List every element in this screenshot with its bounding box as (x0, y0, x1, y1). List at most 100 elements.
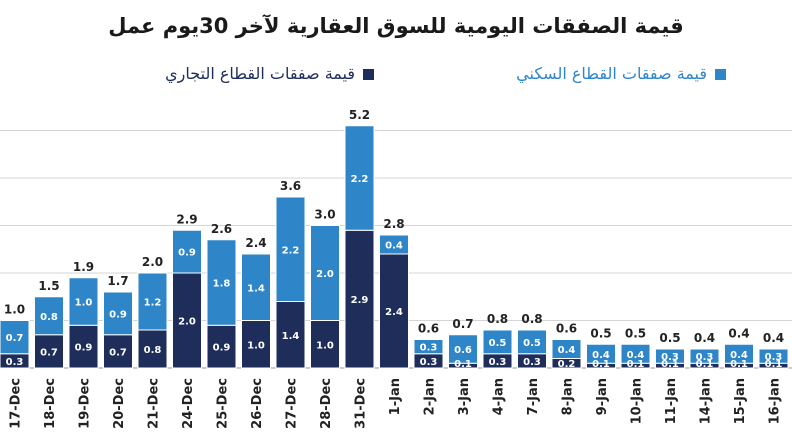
data-label-total: 0.4 (694, 331, 715, 345)
bar-residential (655, 348, 685, 364)
data-label-residential: 0.5 (523, 338, 541, 349)
chart-title: قيمة الصفقات اليومية للسوق العقارية لآخر… (108, 14, 684, 38)
bar-residential (620, 343, 651, 364)
data-label-residential: 0.3 (661, 352, 679, 363)
x-tick-label: 4-Jan (492, 378, 507, 415)
data-label-commercial: 0.7 (109, 347, 127, 358)
data-label-residential: 0.3 (420, 343, 438, 354)
bar-commercial (275, 301, 306, 369)
data-label-commercial: 0.1 (730, 359, 748, 370)
bar-residential (758, 348, 789, 364)
data-label-residential: 0.5 (489, 338, 507, 349)
x-tick-label: 14-Jan (699, 378, 714, 424)
bar-residential (689, 348, 720, 364)
data-label-residential: 2.2 (351, 174, 369, 185)
bar-residential (137, 272, 168, 331)
data-label-total: 1.5 (38, 279, 59, 293)
x-tick-label: 8-Jan (561, 378, 576, 415)
data-label-residential: 1.2 (144, 298, 162, 309)
x-tick-label: 10-Jan (630, 378, 645, 424)
bar-commercial (206, 324, 237, 369)
x-tick-label: 20-Dec (112, 378, 127, 429)
data-label-commercial: 0.2 (558, 359, 576, 370)
data-label-total: 3.0 (314, 208, 335, 222)
data-label-residential: 0.7 (6, 333, 24, 344)
x-tick-label: 19-Dec (78, 378, 93, 429)
data-label-commercial: 0.1 (696, 359, 714, 370)
data-label-residential: 1.8 (213, 279, 231, 290)
data-label-total: 0.4 (763, 331, 784, 345)
data-label-residential: 0.4 (385, 241, 403, 252)
bar-commercial (344, 229, 375, 369)
data-label-commercial: 0.3 (489, 357, 507, 368)
bar-residential (482, 329, 513, 355)
x-tick-label: 18-Dec (43, 378, 58, 429)
data-label-residential: 2.0 (316, 269, 334, 280)
x-tick-label: 9-Jan (595, 378, 610, 415)
data-label-total: 1.0 (4, 303, 25, 317)
bar-commercial (241, 320, 271, 369)
data-label-total: 0.7 (452, 317, 473, 331)
bar-residential (103, 291, 133, 336)
data-label-commercial: 0.1 (765, 359, 783, 370)
bar-residential (413, 339, 444, 355)
data-label-total: 2.0 (142, 255, 163, 269)
data-label-commercial: 0.1 (592, 359, 610, 370)
data-label-commercial: 0.3 (420, 357, 438, 368)
x-tick-label: 1-Jan (388, 378, 403, 415)
data-label-total: 2.6 (211, 222, 232, 236)
x-tick-label: 11-Jan (664, 378, 679, 424)
bar-residential (310, 225, 340, 321)
data-label-total: 0.8 (521, 312, 542, 326)
bar-residential (724, 343, 754, 364)
x-tick-label: 15-Jan (733, 378, 748, 424)
x-tick-label: 16-Jan (768, 378, 783, 424)
bar-residential (172, 229, 202, 274)
data-label-total: 0.4 (728, 326, 749, 340)
bar-residential (0, 320, 30, 355)
data-label-commercial: 0.1 (454, 359, 472, 370)
data-label-commercial: 0.1 (661, 359, 679, 370)
x-tick-label: 25-Dec (216, 378, 231, 429)
bar-commercial (310, 320, 340, 369)
x-tick-label: 21-Dec (147, 378, 162, 429)
data-label-commercial: 0.8 (144, 345, 162, 356)
legend-swatch-commercial (363, 69, 374, 80)
bar-commercial (379, 253, 409, 369)
data-label-commercial: 0.3 (6, 357, 24, 368)
legend-label-residential: قيمة صفقات القطاع السكني (516, 64, 707, 83)
data-label-total: 3.6 (280, 179, 301, 193)
data-label-commercial: 1.4 (282, 331, 300, 342)
legend-label-commercial: قيمة صفقات القطاع التجاري (165, 64, 355, 83)
data-label-commercial: 0.1 (627, 359, 645, 370)
data-label-total: 0.5 (659, 331, 680, 345)
data-label-commercial: 2.0 (178, 317, 196, 328)
x-tick-label: 24-Dec (181, 378, 196, 429)
x-tick-label: 27-Dec (285, 378, 300, 429)
bar-residential (34, 296, 64, 336)
x-tick-label: 26-Dec (250, 378, 265, 429)
x-tick-label: 28-Dec (319, 378, 334, 429)
legend-item-commercial: قيمة صفقات القطاع التجاري (165, 64, 374, 83)
bar-residential (379, 234, 409, 255)
x-tick-label: 3-Jan (457, 378, 472, 415)
data-label-residential: 0.6 (454, 345, 472, 356)
bar-residential (551, 339, 582, 359)
bar-residential (344, 125, 375, 231)
x-tick-label: 7-Jan (526, 378, 541, 415)
bar-residential (275, 196, 306, 302)
data-label-total: 0.5 (590, 326, 611, 340)
data-label-residential: 0.9 (178, 248, 196, 259)
data-label-residential: 0.4 (730, 350, 748, 361)
x-axis-ticks: 17-Dec 18-Dec 19-Dec 20-Dec 21-Dec 24-Dec 25-D… (9, 378, 783, 429)
data-label-residential: 1.0 (75, 298, 93, 309)
data-label-residential: 0.4 (558, 345, 576, 356)
data-label-commercial: 1.0 (247, 340, 265, 351)
legend-item-residential: قيمة صفقات القطاع السكني (516, 64, 726, 83)
data-label-residential: 0.3 (765, 352, 783, 363)
bar-residential (517, 329, 547, 355)
data-label-commercial: 2.9 (351, 295, 369, 306)
data-label-commercial: 0.9 (213, 343, 231, 354)
x-tick-label: 31-Dec (354, 378, 369, 429)
